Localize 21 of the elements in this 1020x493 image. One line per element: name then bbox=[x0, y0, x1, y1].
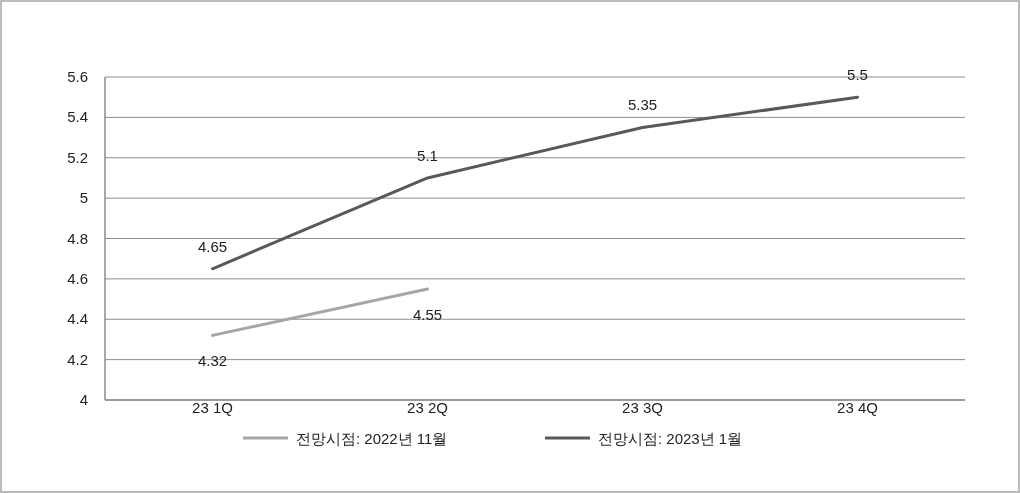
data-label: 5.1 bbox=[417, 146, 438, 164]
y-tick-label: 5 bbox=[79, 189, 88, 207]
data-label: 4.65 bbox=[197, 237, 228, 255]
y-tick-label: 4.8 bbox=[67, 229, 88, 247]
y-tick-label: 4 bbox=[79, 391, 88, 408]
y-tick-label: 5.6 bbox=[67, 68, 88, 85]
y-tick-label: 4.4 bbox=[67, 310, 88, 328]
legend-label: 전망시점: 2023년 1월 bbox=[598, 430, 743, 447]
data-label: 5.5 bbox=[847, 66, 868, 84]
y-tick-label: 4.6 bbox=[67, 269, 88, 287]
y-tick-label: 5.4 bbox=[67, 108, 88, 126]
legend-label: 전망시점: 2022년 11월 bbox=[296, 430, 448, 447]
data-label: 4.55 bbox=[412, 305, 443, 323]
data-label: 4.32 bbox=[197, 352, 228, 370]
x-tick-label: 23 2Q bbox=[407, 399, 448, 416]
x-tick-label: 23 1Q bbox=[192, 399, 233, 416]
x-tick-label: 23 4Q bbox=[837, 399, 878, 416]
data-label: 5.35 bbox=[627, 96, 658, 114]
y-tick-label: 4.2 bbox=[67, 350, 88, 368]
y-tick-label: 5.2 bbox=[67, 148, 88, 166]
x-tick-label: 23 3Q bbox=[622, 399, 663, 416]
